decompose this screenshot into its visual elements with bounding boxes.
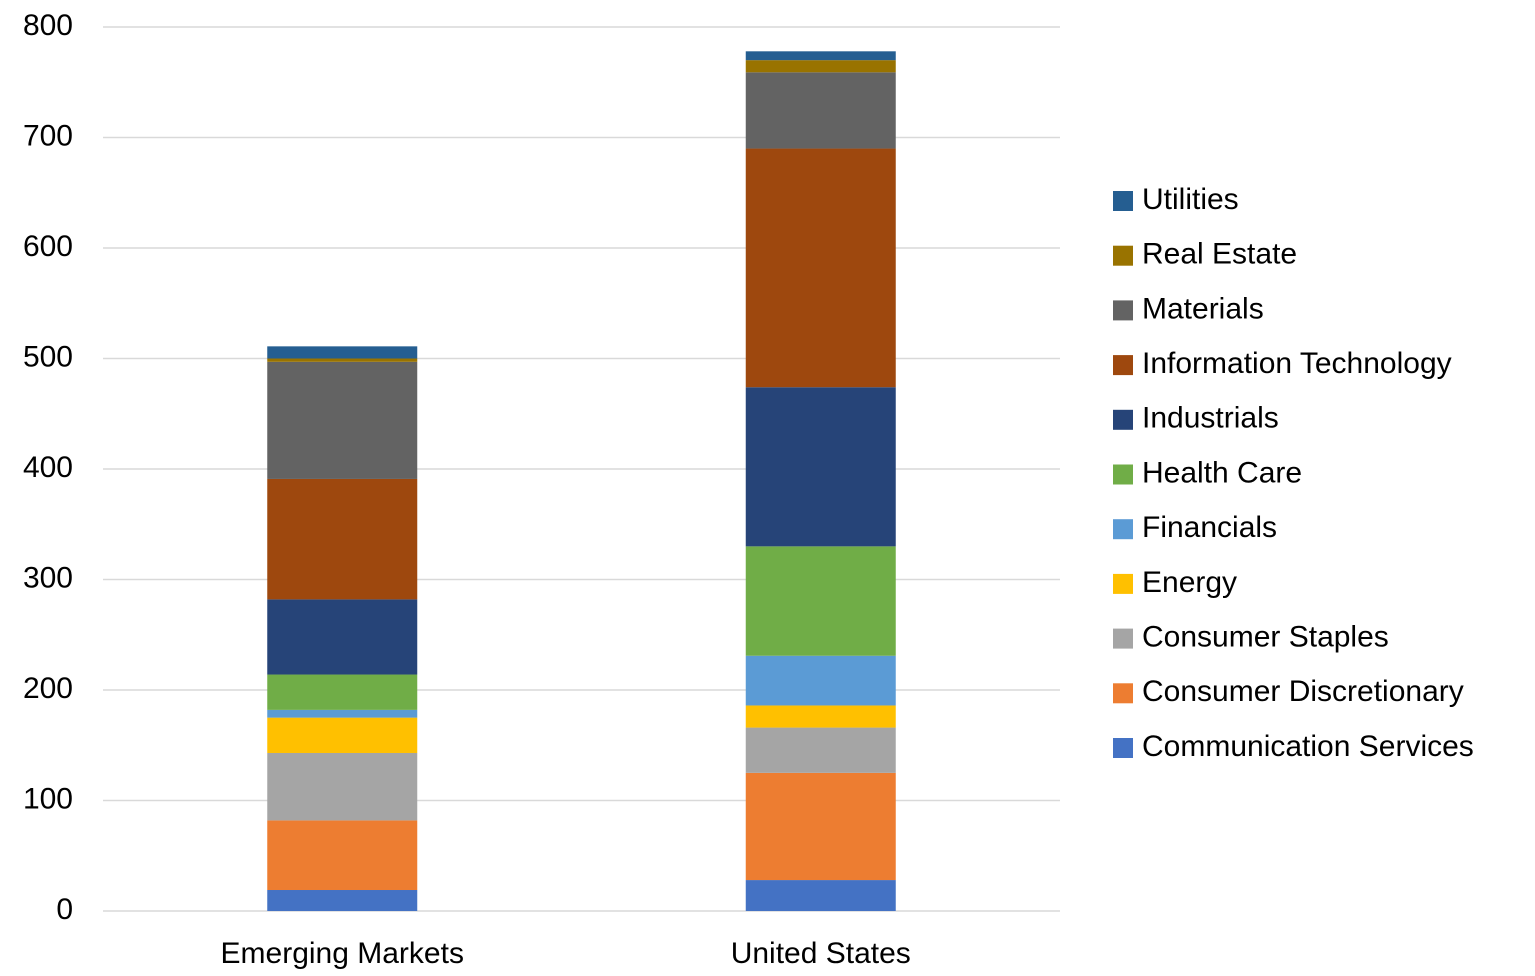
y-tick-label: 0 [56,893,73,926]
y-tick-label: 400 [23,451,73,484]
legend-label: Communication Services [1142,730,1474,763]
bar-segment [267,478,418,600]
legend-label: Materials [1142,292,1264,325]
legend-swatch [1113,738,1133,758]
y-tick-label: 800 [23,9,73,42]
x-tick-label: United States [731,937,911,970]
bar-segment [267,752,418,821]
bar-segment [745,148,896,388]
legend-label: Financials [1142,511,1277,544]
y-tick-label: 600 [23,230,73,263]
legend-swatch [1113,300,1133,321]
legend-label: Health Care [1142,456,1302,489]
bar-segment [267,361,418,479]
legend-swatch [1113,245,1133,266]
bar-segment [745,72,896,149]
bar-segment [267,820,418,891]
bar-segment [745,705,896,728]
bar-segment [745,387,896,547]
legend-swatch [1113,683,1133,704]
bar-segment [745,772,896,881]
legend-swatch [1113,191,1133,211]
legend-swatch [1113,355,1133,376]
bar-segment [267,358,418,362]
legend-swatch [1113,573,1133,594]
bar-segment [267,709,418,718]
bar-segment [745,655,896,706]
legend-swatch [1113,409,1133,430]
y-tick-label: 100 [23,782,73,815]
bar-segment [745,60,896,73]
bar-segment [745,727,896,773]
legend-swatch [1113,464,1133,485]
bar-segment [267,346,418,359]
y-tick-label: 300 [23,561,73,594]
legend-label: Utilities [1142,183,1239,216]
legend-label: Industrials [1142,402,1279,435]
legend-label: Consumer Staples [1142,621,1389,654]
bar-segment [267,717,418,753]
bar-segment [745,880,896,911]
legend-label: Real Estate [1142,238,1297,271]
y-tick-label: 500 [23,340,73,373]
y-tick-label: 200 [23,672,73,705]
legend-swatch [1113,628,1133,649]
legend-label: Energy [1142,566,1237,599]
bar-segment [267,674,418,710]
x-tick-label: Emerging Markets [221,937,464,970]
y-tick-label: 700 [23,119,73,152]
bar-segment [267,890,418,911]
legend-label: Consumer Discretionary [1142,675,1464,708]
bar-segment [267,599,418,675]
bar-segment [745,51,896,61]
bar-segment [745,546,896,656]
legend-label: Information Technology [1142,347,1452,380]
legend-swatch [1113,519,1133,540]
